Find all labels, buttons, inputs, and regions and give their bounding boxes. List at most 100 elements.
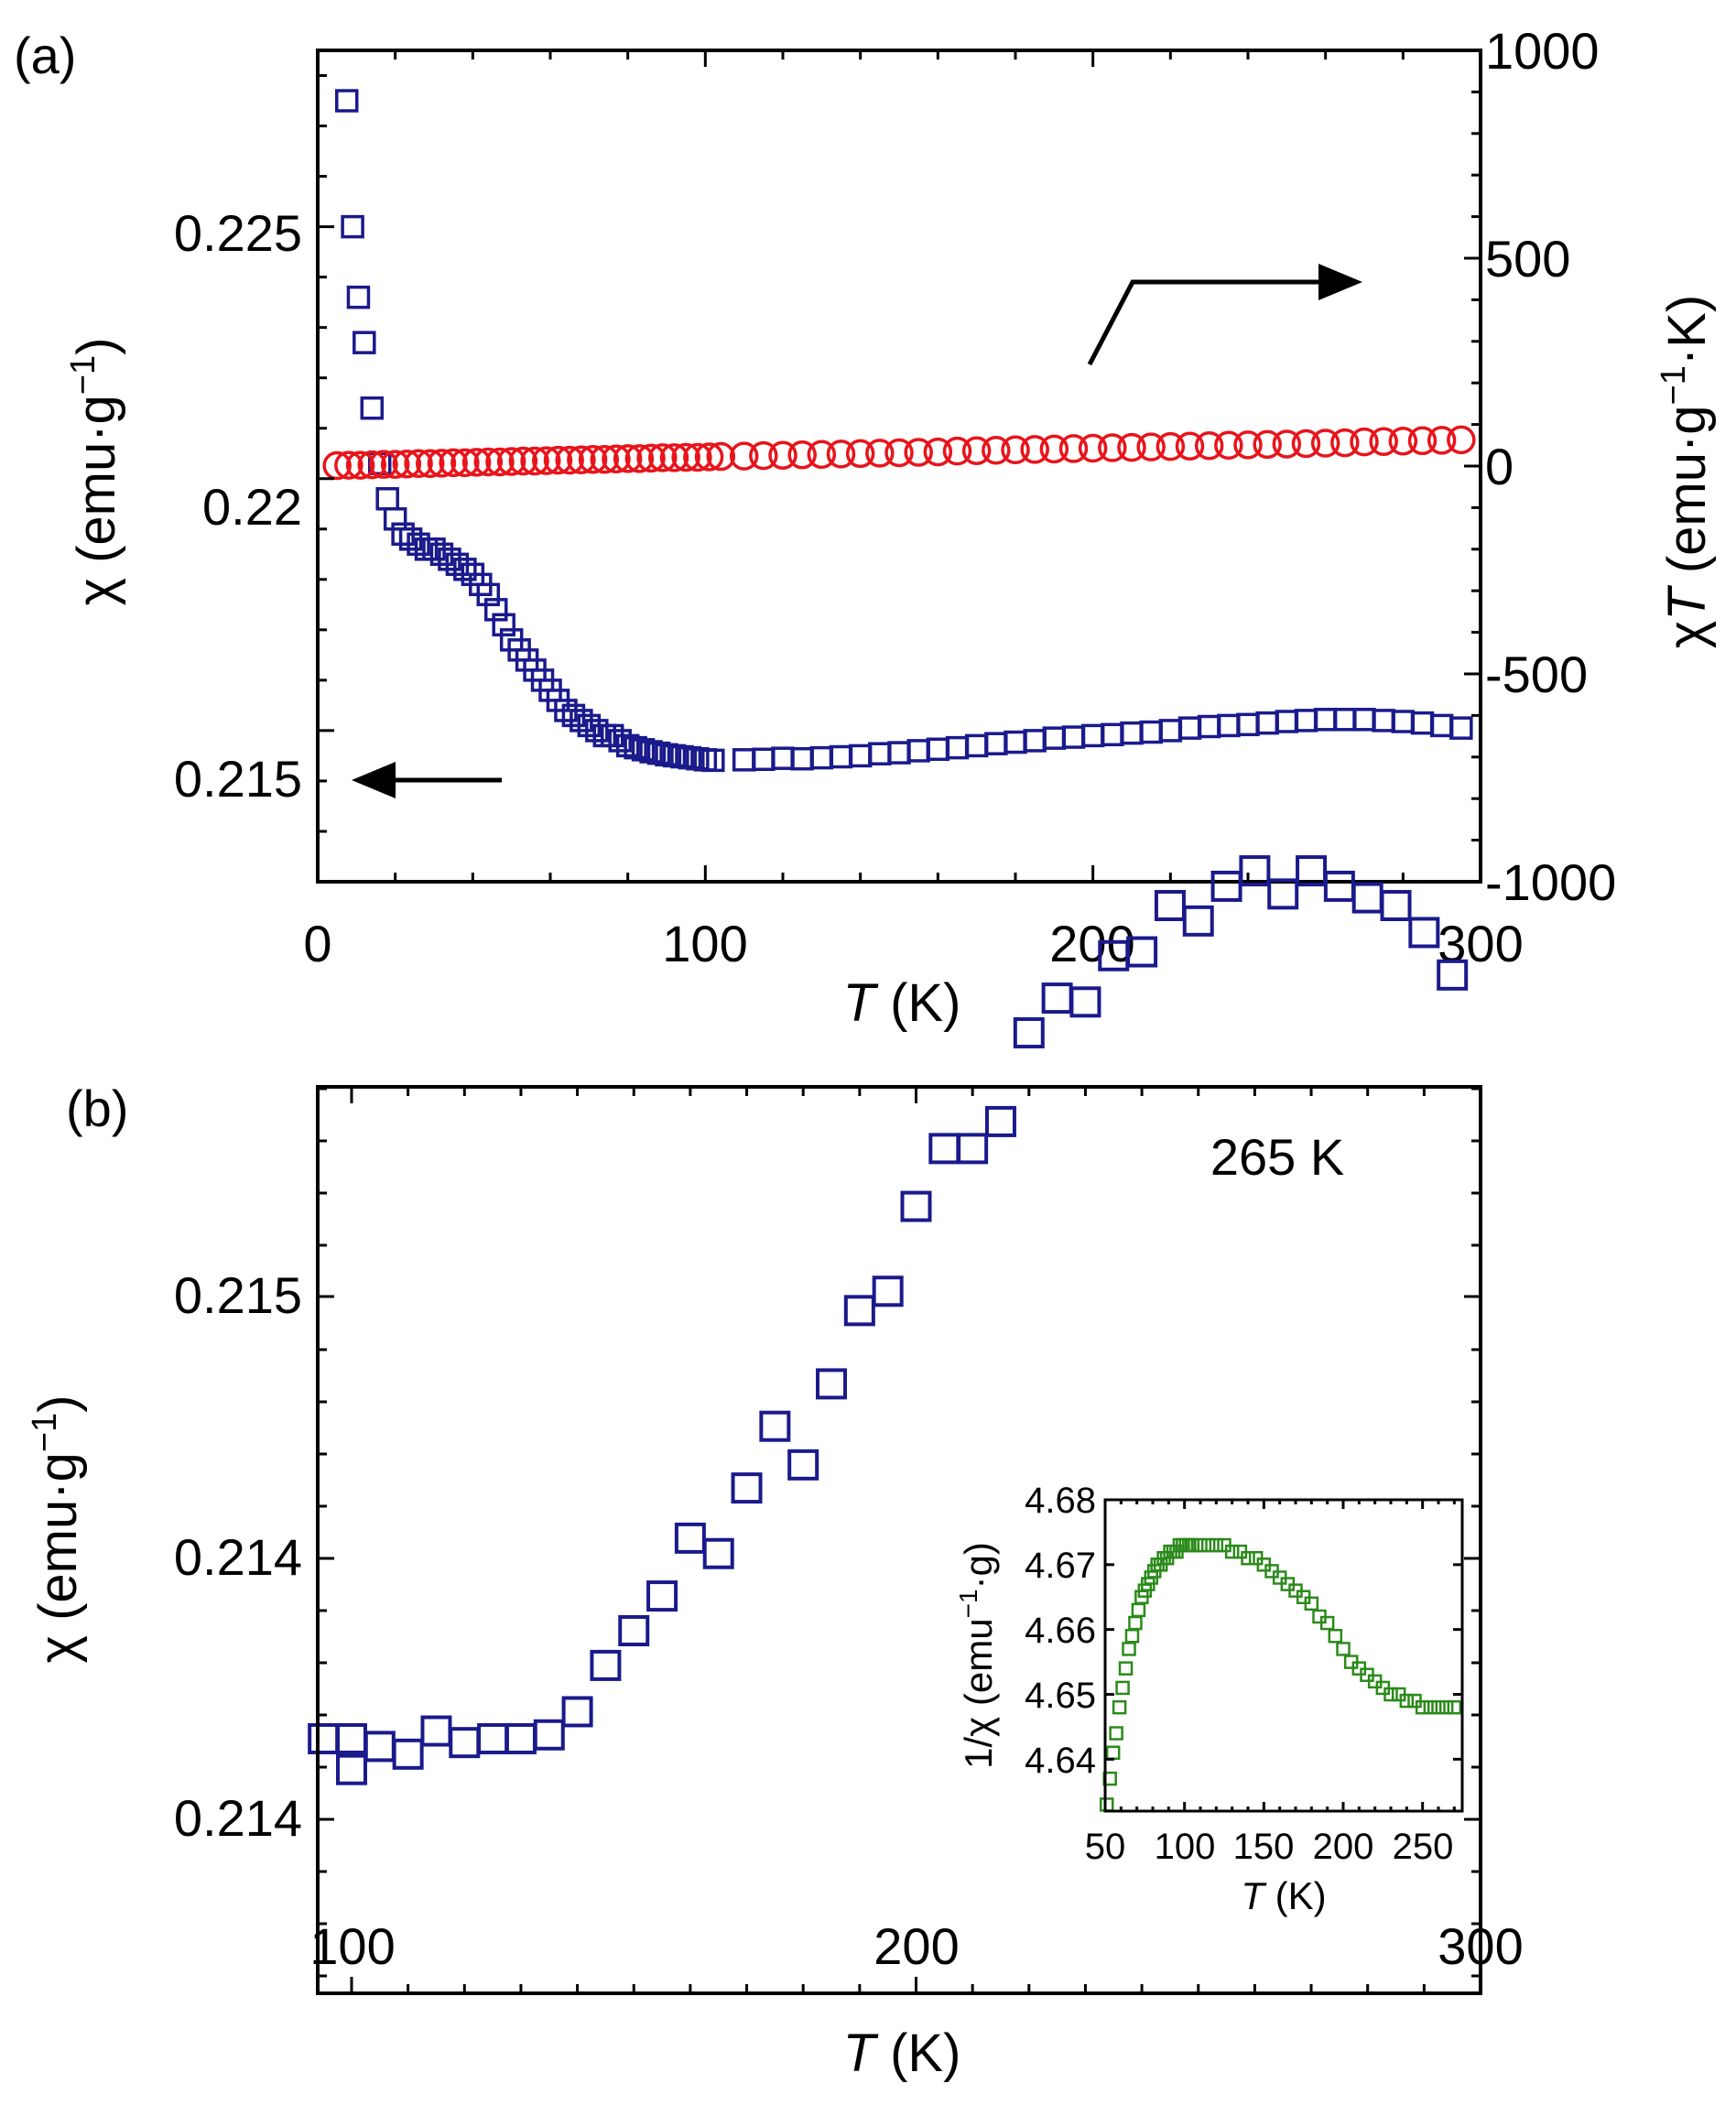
chiT-circle-marker <box>923 437 953 467</box>
chiT-circle-marker <box>602 444 631 474</box>
inset-square-marker <box>1209 1537 1224 1553</box>
inset-square-marker <box>1193 1537 1208 1553</box>
chi-square-marker <box>1004 730 1027 754</box>
chiT-circle-marker <box>496 447 526 476</box>
panel-b-x-tick: 300 <box>1438 1917 1523 1975</box>
panel-a-y2-tick: 1000 <box>1485 22 1600 80</box>
chi-square-marker <box>1013 1017 1045 1049</box>
chi-square-marker <box>1267 878 1299 910</box>
chiT-circle-marker <box>1175 431 1205 461</box>
inset-square-marker <box>1431 1699 1446 1715</box>
inset-y-tick: 4.66 <box>1025 1611 1096 1651</box>
chi-square-marker <box>1429 713 1454 738</box>
chiT-circle-marker <box>729 441 759 471</box>
chiT-circle-marker <box>826 439 856 469</box>
chiT-circle-marker <box>1078 433 1108 463</box>
inset-square-marker <box>1241 1551 1255 1566</box>
chi-square-marker <box>335 89 359 113</box>
chi-square-marker <box>1410 711 1435 735</box>
chi-square-marker <box>590 1649 622 1681</box>
inset-square-marker <box>1200 1537 1216 1553</box>
chi-square-marker <box>1210 870 1242 902</box>
chiT-circle-marker <box>1310 429 1340 458</box>
inset-square-marker <box>1415 1699 1430 1715</box>
chi-square-marker <box>1294 709 1318 732</box>
chi-square-marker <box>674 1522 706 1554</box>
chi-square-marker <box>383 507 407 531</box>
chiT-circle-marker <box>590 444 620 474</box>
chi-square-marker <box>790 746 814 771</box>
chi-square-marker <box>1217 713 1241 738</box>
chi-square-marker <box>608 729 632 753</box>
inset-y-axis-label: 1/χ (emu−1·g) <box>954 1542 1000 1769</box>
inset-square-marker <box>1399 1693 1415 1709</box>
chi-square-marker <box>926 737 950 762</box>
inset-square-marker <box>1447 1699 1462 1715</box>
chi-square-marker <box>1069 986 1101 1018</box>
chi-square-marker <box>1042 726 1067 750</box>
chiT-circle-marker <box>884 438 914 468</box>
chi-square-marker <box>1236 712 1260 737</box>
inset-square-marker <box>1112 1699 1127 1715</box>
chi-square-marker <box>505 1722 537 1754</box>
chiT-circle-marker <box>768 440 797 470</box>
chiT-circle-marker <box>1039 434 1069 464</box>
inset-y-tick: 4.64 <box>1025 1741 1096 1781</box>
inset-square-marker <box>1224 1544 1240 1559</box>
inset-square-marker <box>1383 1687 1398 1702</box>
chiT-circle-marker <box>1020 435 1049 464</box>
chiT-circle-marker <box>439 448 468 478</box>
chi-square-marker <box>335 1722 367 1754</box>
chiT-circle-marker <box>694 442 724 472</box>
panel-b-chi-series <box>308 855 1469 1785</box>
chi-square-marker <box>392 1738 424 1770</box>
chi-square-marker <box>346 285 371 309</box>
inset-x-tick: 150 <box>1233 1827 1295 1867</box>
chi-square-marker <box>1351 882 1383 914</box>
panel-a-x-tick: 100 <box>662 915 747 972</box>
inset-x-tick: 100 <box>1155 1827 1216 1867</box>
inset-square-marker <box>1319 1615 1335 1631</box>
chiT-circle-marker <box>1156 431 1186 461</box>
chiT-circle-marker <box>369 450 398 479</box>
panel-a-y2-tick: 500 <box>1485 230 1570 288</box>
chi-square-marker <box>492 613 515 637</box>
panel-a-chiT-series <box>322 425 1476 481</box>
chiT-circle-marker <box>520 446 549 476</box>
chi-square-marker <box>1177 716 1202 740</box>
panel-a-y-axis-label: χ (emu·g−1) <box>64 338 126 606</box>
chi-square-marker <box>585 719 609 743</box>
chiT-circle-marker <box>807 439 837 470</box>
chiT-circle-marker <box>787 439 817 470</box>
chiT-circle-marker <box>648 443 678 472</box>
chiT-circle-marker <box>1369 427 1398 456</box>
inset-y-tick: 4.67 <box>1025 1546 1096 1586</box>
chiT-circle-marker <box>1291 429 1321 459</box>
chiT-circle-marker <box>1194 431 1224 461</box>
chi-square-marker <box>375 487 399 511</box>
chi-square-marker <box>335 1753 367 1785</box>
panel-b-x-tick: 200 <box>873 1917 959 1975</box>
inset-square-marker <box>1423 1699 1438 1715</box>
inset-background <box>1105 1500 1462 1811</box>
inset-square-marker <box>1304 1596 1319 1611</box>
chiT-circle-marker <box>1427 426 1457 455</box>
panel-b-peak-annotation: 265 K <box>1210 1128 1344 1186</box>
chi-square-marker <box>1101 722 1124 747</box>
chi-square-marker <box>1437 959 1469 991</box>
chiT-circle-marker <box>1214 430 1243 461</box>
panel-b-ticks <box>318 1087 1482 1993</box>
inset-plot-frame <box>1103 1498 1464 1813</box>
chi-square-marker <box>1313 708 1338 732</box>
chi-square-marker <box>702 1537 734 1569</box>
chiT-circle-marker <box>404 449 433 479</box>
chiT-circle-marker <box>1058 434 1089 463</box>
chi-square-marker <box>1255 711 1279 735</box>
chiT-circle-marker <box>865 439 895 468</box>
chiT-circle-marker <box>508 446 538 476</box>
panel-a-y2-tick: 0 <box>1485 438 1514 495</box>
chi-square-marker <box>561 1696 593 1728</box>
chi-square-marker <box>984 1105 1016 1137</box>
chi-square-marker <box>1449 716 1473 740</box>
chiT-circle-marker <box>485 447 515 477</box>
